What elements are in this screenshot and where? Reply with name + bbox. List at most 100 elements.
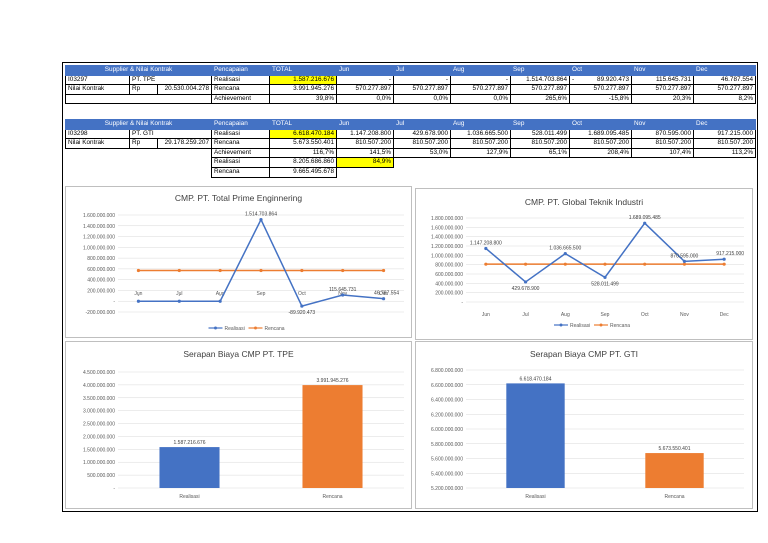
- data-point-rencana: [484, 262, 488, 266]
- chart-title: CMP. PT. Global Teknik Industri: [525, 197, 643, 207]
- currency-label: Rp: [129, 138, 158, 149]
- row-label: Rencana: [211, 84, 271, 95]
- data-label: 1.147.208.800: [470, 240, 502, 246]
- data-label: 528.011.499: [591, 281, 619, 287]
- cell-oct: 570.277.897: [569, 84, 633, 95]
- chart-title: Serapan Biaya CMP PT. TPE: [183, 349, 294, 359]
- table-row: I03298 PT. GTI Realisasi 6.618.470.184 1…: [65, 128, 757, 140]
- y-tick-label: 5.200.000.000: [431, 486, 463, 492]
- bar-realisasi: [506, 383, 565, 488]
- y-tick-label: 1.400.000.000: [83, 224, 115, 230]
- y-tick-label: 1.800.000.000: [431, 216, 463, 222]
- cell-jul: 570.277.897: [393, 84, 452, 95]
- chart-title: Serapan Biaya CMP PT. GTI: [530, 349, 638, 359]
- data-point-rencana: [218, 268, 222, 273]
- cell-oct: - 89.920.473: [569, 74, 633, 86]
- chart-panel-gti-bar: Serapan Biaya CMP PT. GTI 6.800.000.000 6.…: [415, 341, 753, 509]
- cell-total: 5.673.550.401: [269, 138, 338, 149]
- cell-total: 8.205.686.860: [269, 157, 338, 168]
- y-tick-label: 1.000.000.000: [83, 460, 115, 466]
- data-point-rencana: [682, 262, 687, 266]
- data-label: 1.689.095.485: [629, 215, 661, 221]
- cell-sep: 570.277.897: [510, 84, 571, 95]
- y-tick-label: 6.000.000.000: [431, 427, 463, 433]
- data-label: 1.036.665.500: [549, 246, 581, 252]
- data-label: -: [138, 293, 140, 299]
- y-tick-label: 2.500.000.000: [83, 422, 115, 428]
- y-tick-label: 600.000.000: [87, 267, 115, 273]
- nilai-kontrak-label: Nilai Kontrak: [65, 84, 130, 95]
- data-label: 1.514.703.864: [245, 212, 277, 218]
- cell-dec: 810.507.200: [693, 138, 757, 149]
- header-total: TOTAL: [269, 119, 338, 130]
- supplier-code: I03298: [65, 128, 130, 140]
- data-label: 6.618.470.184: [520, 376, 552, 382]
- y-tick-label: 3.500.000.000: [83, 396, 115, 402]
- header-dec: Dec: [693, 65, 757, 76]
- cell-jun: 570.277.897: [336, 84, 395, 95]
- data-point-rencana: [643, 262, 647, 266]
- data-point-realisasi: [722, 257, 726, 261]
- row-label: Realisasi: [211, 128, 271, 140]
- y-tick-label: 200.000.000: [435, 291, 463, 297]
- empty-cell: [337, 167, 756, 177]
- legend-marker-realisasi: [559, 323, 563, 327]
- cell-dec: 113,2%: [693, 147, 757, 159]
- empty-cell: [66, 148, 212, 158]
- supplier-code: I03297: [65, 74, 130, 86]
- data-point-rencana: [136, 268, 141, 273]
- data-point-realisasi: [643, 221, 647, 225]
- data-point-realisasi: [218, 299, 222, 303]
- table-row: Nilai Kontrak Rp 20.530.004.278 Rencana …: [65, 84, 757, 95]
- header-nov: Nov: [631, 119, 695, 130]
- data-label: -: [219, 293, 221, 299]
- x-tick-label: Jun: [134, 291, 142, 297]
- cell-jul: 810.507.200: [393, 138, 452, 149]
- y-tick-label: 1.600.000.000: [83, 213, 115, 219]
- legend-marker-rencana: [254, 326, 257, 330]
- nilai-kontrak-value: 20.530.004.278: [156, 84, 213, 95]
- cell-dec: 8,2%: [693, 93, 757, 105]
- data-label: 3.991.945.276: [317, 378, 349, 384]
- y-tick-label: 1.000.000.000: [83, 245, 115, 251]
- header-jun: Jun: [336, 65, 395, 76]
- chart-panel-tpe-bar: Serapan Biaya CMP PT. TPE 4.500.000.000 4.…: [65, 341, 412, 509]
- cell-total: 6.618.470.184: [269, 128, 338, 140]
- line-chart-gti: CMP. PT. Global Teknik Industri 1.800.000…: [431, 197, 744, 329]
- cell-nov: 570.277.897: [631, 84, 695, 95]
- cell-oct: 1.689.095.485: [569, 128, 633, 140]
- data-label: 115.645.731: [329, 287, 357, 293]
- cell-jun: 810.507.200: [336, 138, 395, 149]
- currency-label: Rp: [129, 84, 158, 95]
- x-tick-label: Aug: [216, 291, 225, 297]
- cell-aug: 127,9%: [450, 147, 512, 159]
- header-pencapaian: Pencapaian: [211, 65, 271, 76]
- y-tick-label: 600.000.000: [435, 272, 463, 278]
- header-oct: Oct: [569, 65, 633, 76]
- y-tick-label: 6.600.000.000: [431, 383, 463, 389]
- cell-oct-value: 89.920.473: [597, 75, 630, 83]
- table-tpe: Supplier & Nilai Kontrak Pencapaian TOTA…: [64, 65, 757, 105]
- cell-aug: 1.036.665.500: [450, 128, 512, 140]
- y-tick-label: 4.500.000.000: [83, 370, 115, 376]
- data-point-realisasi: [136, 299, 141, 303]
- y-tick-label: 800.000.000: [435, 263, 463, 269]
- legend-label-realisasi: Realisasi: [570, 323, 590, 329]
- x-tick-label: Sep: [257, 291, 266, 297]
- x-tick-label: Dec: [379, 291, 388, 297]
- chart-panel-tpe-line: CMP. PT. Total Prime Enginnering 1.600.00…: [65, 186, 412, 338]
- data-label: 46.787.554: [374, 291, 399, 297]
- data-point-realisasi: [341, 293, 345, 297]
- cell-dec: 570.277.897: [693, 84, 757, 95]
- y-tick-label: 400.000.000: [435, 281, 463, 287]
- cell-jun: 1.147.208.800: [336, 128, 395, 140]
- y-tick-label: -: [113, 299, 115, 305]
- y-tick-label: -: [461, 300, 463, 306]
- header-aug: Aug: [450, 119, 512, 130]
- x-tick-label: Dec: [720, 312, 729, 318]
- y-tick-label: 5.800.000.000: [431, 442, 463, 448]
- supplier-name: PT. TPE: [128, 74, 213, 86]
- row-label: Achievement: [211, 147, 271, 159]
- x-tick-label: Rencana: [322, 494, 342, 500]
- chart-panel-gti-line: CMP. PT. Global Teknik Industri 1.800.000…: [415, 188, 753, 340]
